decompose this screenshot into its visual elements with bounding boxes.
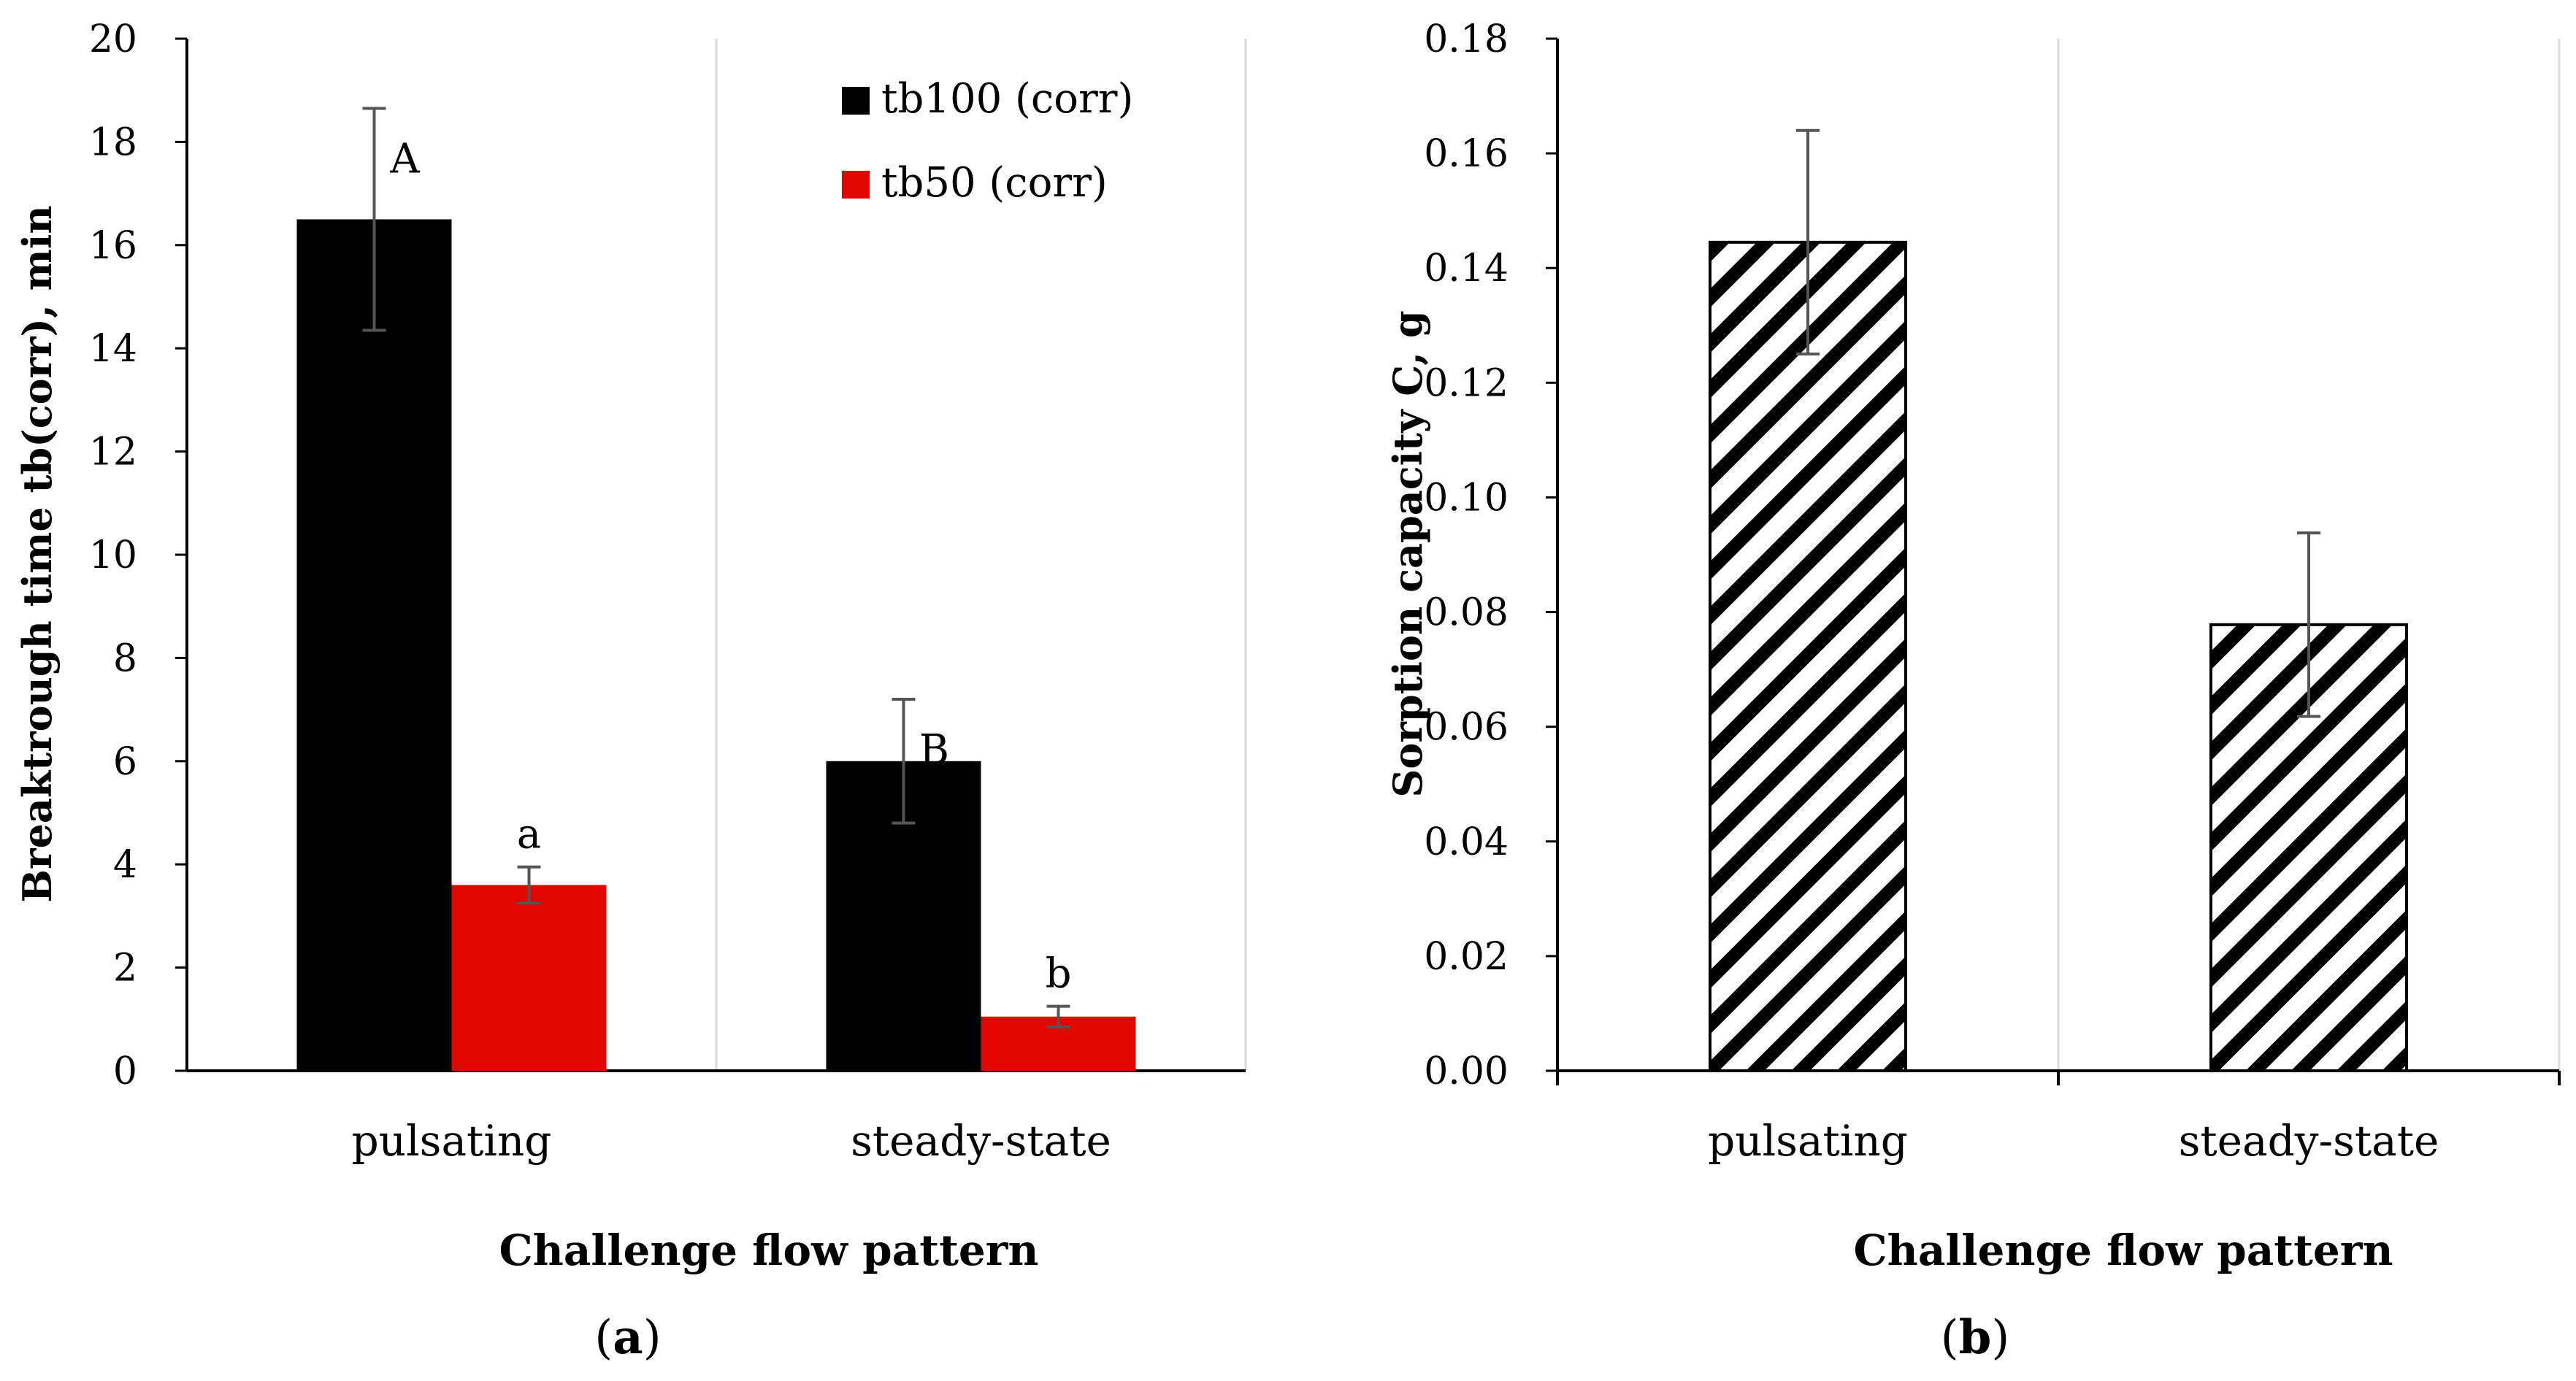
- y-tick-label: 0.06: [1424, 706, 1509, 750]
- significance-letter: B: [919, 726, 949, 774]
- legend-label-tb50: tb50 (corr): [881, 159, 1108, 207]
- category-label: steady-state: [2179, 1116, 2439, 1166]
- chart-a-bars: [296, 219, 1136, 1072]
- y-tick-label: 0.02: [1424, 935, 1509, 979]
- chart-b-gridlines: [2057, 39, 2561, 1071]
- y-tick-label: 0.00: [1424, 1050, 1509, 1093]
- y-tick-label: 20: [89, 18, 137, 61]
- y-tick-label: 0.04: [1424, 820, 1509, 864]
- y-tick-label: 0.08: [1424, 591, 1509, 635]
- y-tick-label: 0.10: [1424, 476, 1509, 520]
- chart-a: 0 2 4 6 8 10 12 14 16 18 20 Aa Bb pulsating steady-s…: [14, 18, 1247, 1365]
- chart-b-error-bars: [1796, 128, 2320, 718]
- y-tick-label: 2: [113, 947, 137, 990]
- y-tick-label: 12: [89, 431, 137, 474]
- chart-b-y-axis-title: Sorption capacity C, g: [1384, 310, 1431, 797]
- chart-a-category-labels: pulsating steady-state: [352, 1116, 1111, 1166]
- y-tick-label: 8: [113, 636, 137, 680]
- chart-a-x-axis-title: Challenge flow pattern: [499, 1226, 1038, 1275]
- chart-a-y-ticks: 0 2 4 6 8 10 12 14 16 18 20: [89, 18, 187, 1093]
- significance-letter: A: [389, 135, 420, 182]
- chart-a-y-axis-title: Breaktrough time tb(corr), min: [14, 205, 61, 902]
- significance-letter: a: [517, 811, 541, 858]
- bar-tb50-pulsating: [451, 885, 607, 1071]
- chart-b-x-axis-title: Challenge flow pattern: [1853, 1226, 2393, 1275]
- y-tick-label: 0.14: [1424, 247, 1509, 291]
- chart-b-category-labels: pulsating steady-state: [1708, 1116, 2439, 1166]
- category-label: steady-state: [851, 1116, 1111, 1166]
- y-tick-label: 6: [113, 740, 137, 784]
- legend-label-tb100: tb100 (corr): [881, 75, 1133, 123]
- y-tick-label: 0.18: [1424, 18, 1509, 61]
- chart-b-y-ticks: 0.00 0.02 0.04 0.06 0.08 0.10 0.12 0.14 0.16 0.18: [1424, 18, 1557, 1093]
- category-label: pulsating: [352, 1116, 552, 1166]
- y-tick-label: 0.12: [1424, 361, 1509, 405]
- y-tick-label: 0.16: [1424, 132, 1509, 176]
- chart-a-error-bars: [362, 107, 1070, 1028]
- y-tick-label: 14: [89, 327, 137, 371]
- chart-a-legend: tb100 (corr) tb50 (corr): [842, 75, 1133, 207]
- bar-tb100-pulsating: [296, 219, 452, 1072]
- category-label: pulsating: [1708, 1116, 1908, 1166]
- y-tick-label: 10: [89, 534, 137, 577]
- legend-swatch-tb100: [842, 87, 870, 115]
- chart-b-bars: [1709, 240, 2408, 1073]
- bar-sorption-pulsating: [1709, 240, 1907, 1073]
- significance-letter: b: [1046, 950, 1072, 998]
- y-tick-label: 0: [113, 1050, 137, 1093]
- panel-label-a: (a): [594, 1310, 661, 1365]
- y-tick-label: 16: [89, 224, 137, 268]
- y-tick-label: 4: [113, 843, 137, 887]
- y-tick-label: 18: [89, 120, 137, 164]
- chart-a-significance-letters: Aa Bb: [389, 135, 1071, 997]
- chart-b: 0.00 0.02 0.04 0.06 0.08 0.10 0.12 0.14 0.16 0.18…: [1384, 18, 2561, 1365]
- panel-label-b: (b): [1941, 1310, 2010, 1365]
- chart-a-gridlines: [715, 39, 1247, 1071]
- legend-swatch-tb50: [842, 171, 870, 199]
